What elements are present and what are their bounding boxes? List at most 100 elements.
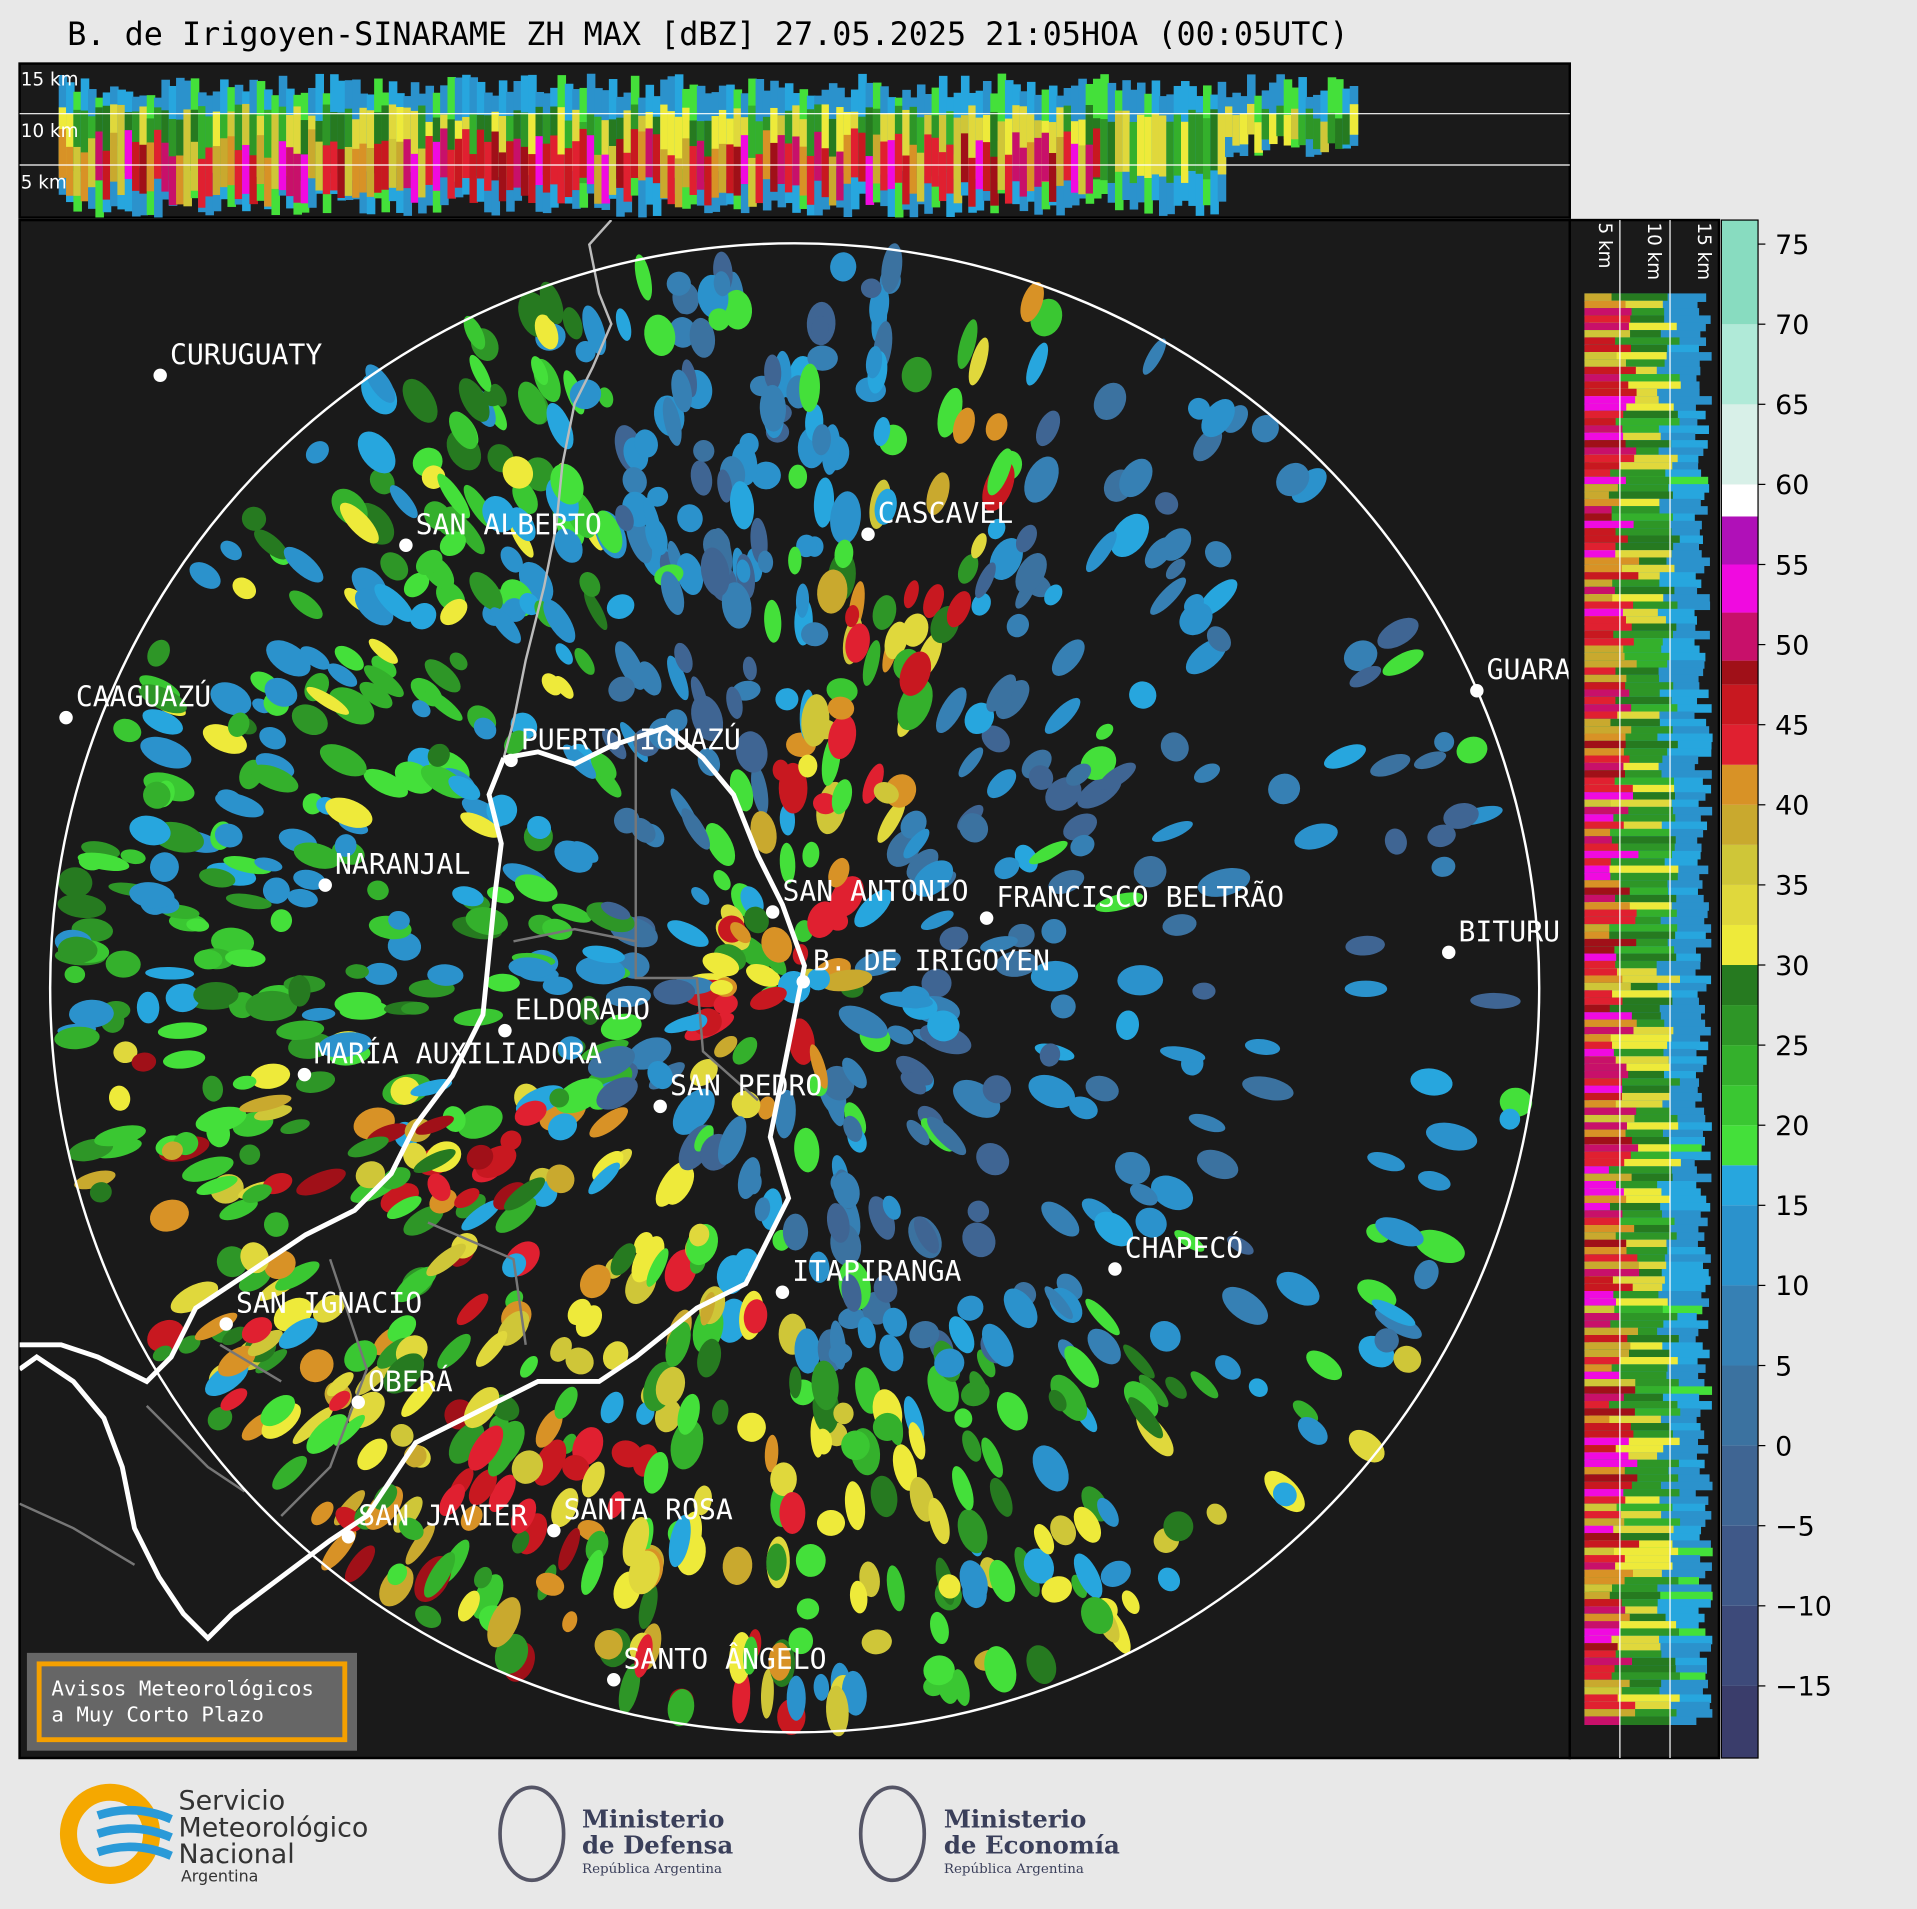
echo [374, 112, 383, 174]
echo [1589, 513, 1673, 523]
echo [1584, 784, 1633, 794]
echo [1225, 106, 1234, 137]
echo [202, 1075, 224, 1102]
echo [381, 1167, 411, 1190]
echo [924, 134, 933, 184]
echo [1085, 1075, 1119, 1102]
echo [990, 156, 999, 206]
warning-box-border[interactable] [36, 1661, 348, 1743]
echo [557, 1036, 584, 1060]
echo [711, 148, 721, 198]
echo [1584, 902, 1630, 911]
echo [1247, 103, 1256, 135]
echo [1584, 1100, 1616, 1109]
echo [1584, 740, 1626, 750]
echo [299, 1349, 334, 1383]
echo [882, 1195, 901, 1220]
echo [582, 945, 625, 964]
echo [990, 112, 999, 174]
echo [967, 1200, 990, 1223]
echo [1589, 506, 1660, 515]
echo [502, 456, 534, 489]
echo [987, 448, 1013, 496]
echo [615, 641, 646, 690]
echo [339, 502, 379, 544]
echo [1589, 1004, 1660, 1014]
echo [1136, 114, 1146, 176]
echo [1584, 1313, 1620, 1322]
city-marker [861, 527, 875, 541]
echo [539, 281, 564, 325]
echo [1196, 1149, 1239, 1180]
echo [1584, 1276, 1613, 1285]
echo [394, 1266, 438, 1303]
echo [278, 1318, 318, 1349]
echo [423, 501, 452, 531]
echo [69, 999, 114, 1028]
echo [1589, 1305, 1663, 1315]
echo [605, 985, 651, 1008]
echo [1087, 1328, 1121, 1365]
echo [717, 1116, 747, 1165]
echo [1584, 1518, 1625, 1527]
echo [1589, 1467, 1669, 1476]
echo [755, 154, 765, 204]
echo [1584, 696, 1616, 706]
echo [638, 131, 647, 181]
echo [996, 1392, 1028, 1431]
echo [872, 134, 882, 184]
echo [437, 1333, 471, 1370]
echo [995, 679, 1030, 720]
echo [1584, 1599, 1622, 1608]
echo [816, 1509, 846, 1536]
echo [291, 704, 328, 736]
echo [442, 1106, 466, 1132]
echo [746, 964, 781, 987]
echo [690, 1058, 718, 1087]
echo [1584, 425, 1623, 435]
echo [1044, 1286, 1073, 1320]
echo [582, 305, 607, 356]
echo [1584, 1613, 1630, 1623]
city-label: GUARA [1487, 654, 1572, 687]
echo [788, 546, 802, 575]
logo-text: República Argentina [582, 1862, 722, 1877]
colorbar-tick-label: 5 [1775, 1351, 1792, 1382]
echo [770, 1462, 797, 1497]
echo [807, 345, 838, 371]
echo [1589, 946, 1675, 955]
echo [755, 121, 765, 183]
echo [543, 599, 576, 643]
echo [256, 135, 266, 185]
echo [211, 927, 255, 957]
echo [403, 1205, 444, 1236]
echo [262, 877, 290, 904]
echo [806, 155, 816, 205]
echo [1584, 1107, 1637, 1117]
echo [579, 128, 589, 178]
echo [1584, 968, 1617, 977]
echo [644, 314, 676, 356]
echo [345, 964, 369, 979]
echo [794, 1127, 820, 1173]
echo [150, 852, 179, 882]
echo [1584, 1577, 1625, 1586]
echo [742, 656, 757, 681]
echo [1589, 1063, 1670, 1073]
echo [557, 107, 567, 169]
echo [1589, 1313, 1678, 1322]
echo [334, 645, 364, 671]
echo [653, 979, 696, 1005]
echo [608, 676, 635, 702]
echo [607, 1491, 625, 1519]
echo [1589, 469, 1666, 479]
echo [1589, 440, 1672, 449]
echo [820, 969, 873, 992]
echo [643, 497, 661, 538]
echo [511, 1450, 544, 1484]
colorbar-segment [1721, 564, 1759, 613]
echo [1584, 982, 1631, 992]
echo [409, 602, 437, 630]
echo [1151, 113, 1161, 175]
city-marker [775, 1285, 790, 1299]
